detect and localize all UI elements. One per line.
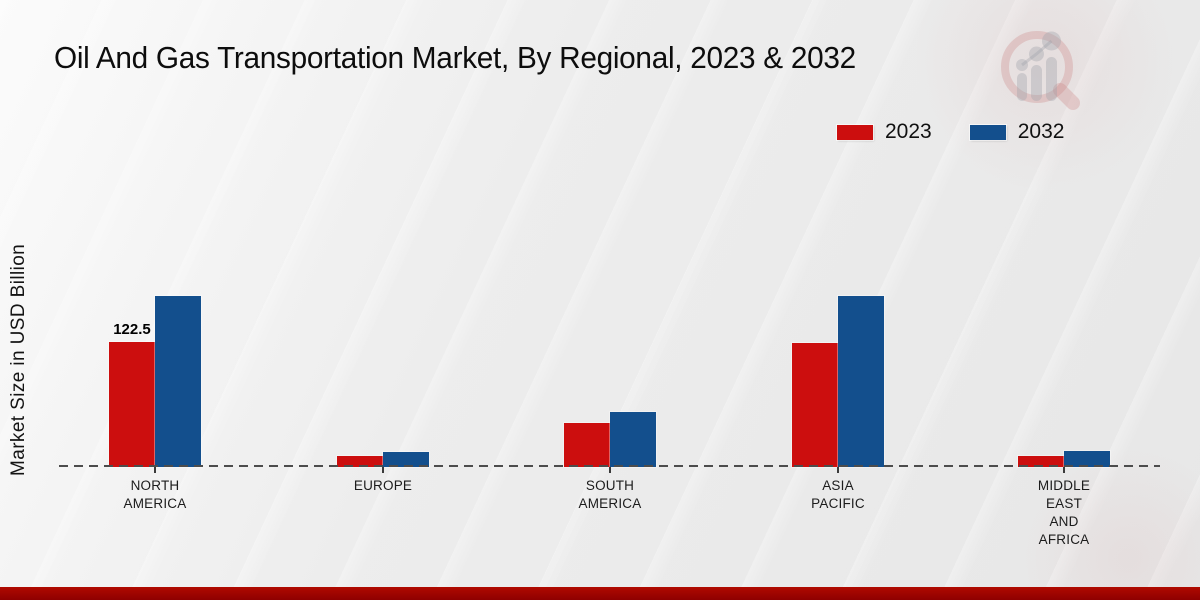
x-axis-tick: [609, 467, 611, 473]
legend: 2023 2032: [837, 120, 1064, 144]
bar-2032-south-america: [610, 411, 656, 467]
x-axis-tick: [1063, 467, 1065, 473]
bar-2023-europe: [337, 455, 383, 467]
bar-2032-asia-pacific: [838, 295, 884, 467]
legend-swatch-2023: [837, 124, 873, 140]
legend-label-2023: 2023: [885, 120, 932, 143]
bar-value-label: 122.5: [113, 321, 151, 338]
x-axis-category-label: MIDDLE EAST AND AFRICA: [1037, 478, 1091, 547]
legend-item-2032: 2032: [969, 120, 1065, 144]
x-axis-category-label: SOUTH AMERICA: [578, 478, 642, 511]
x-axis-tick: [837, 467, 839, 473]
legend-label-2032: 2032: [1017, 120, 1065, 143]
bar-2032-europe: [383, 451, 429, 467]
bar-2023-north-america: [109, 342, 155, 467]
legend-swatch-2032: [969, 124, 1006, 140]
x-axis-category-label: ASIA PACIFIC: [811, 478, 865, 511]
bar-2032-north-america: [155, 295, 201, 467]
x-axis-tick: [382, 467, 384, 473]
legend-item-2023: 2023: [837, 120, 932, 144]
x-axis-category-label: NORTH AMERICA: [123, 478, 187, 511]
market-research-future-logo: [993, 27, 1085, 115]
magnifier-bar-chart-icon: [1001, 31, 1080, 110]
bar-2023-middle-east-and-africa: [1018, 455, 1064, 467]
x-axis-category-label: EUROPE: [353, 478, 413, 493]
x-axis-baseline: [59, 465, 1160, 467]
bar-2032-middle-east-and-africa: [1064, 450, 1110, 467]
footer-accent-bar: [0, 587, 1200, 600]
bar-2023-south-america: [564, 423, 610, 467]
x-axis-tick: [154, 467, 156, 473]
chart-title: Oil And Gas Transportation Market, By Re…: [54, 40, 856, 75]
bar-2023-asia-pacific: [792, 343, 838, 467]
